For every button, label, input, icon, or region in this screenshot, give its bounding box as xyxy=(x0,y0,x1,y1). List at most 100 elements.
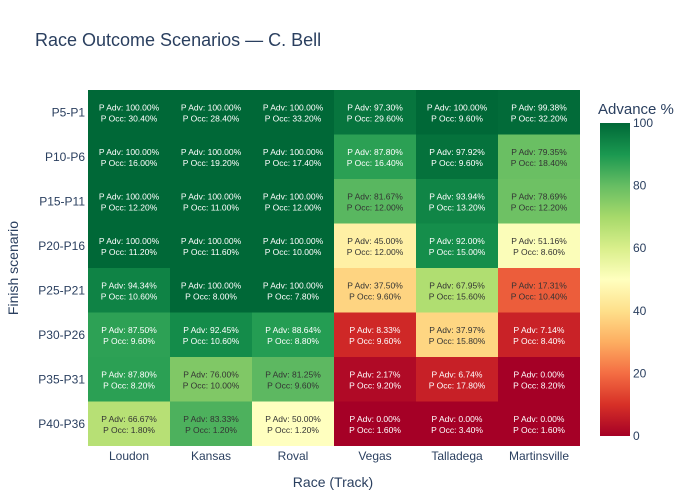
cell-advance-label: P Adv: 100.00% xyxy=(263,147,324,157)
heatmap-cell xyxy=(88,179,170,224)
x-tick-label: Vegas xyxy=(358,449,391,463)
heatmap-cell xyxy=(498,357,580,402)
cell-advance-label: P Adv: 79.35% xyxy=(511,147,567,157)
cell-occurrence-label: P Occ: 10.60% xyxy=(101,291,158,301)
heatmap-cell xyxy=(416,312,498,357)
heatmap-cell xyxy=(252,134,334,179)
cell-occurrence-label: P Occ: 3.40% xyxy=(431,425,483,435)
cell-occurrence-label: P Occ: 10.40% xyxy=(511,291,568,301)
x-tick-label: Kansas xyxy=(191,449,231,463)
cell-advance-label: P Adv: 88.64% xyxy=(265,325,321,335)
cell-occurrence-label: P Occ: 12.20% xyxy=(101,202,158,212)
x-tick-label: Loudon xyxy=(109,449,149,463)
heatmap-cell xyxy=(170,223,252,268)
cell-advance-label: P Adv: 93.94% xyxy=(429,191,485,201)
cell-occurrence-label: P Occ: 9.60% xyxy=(349,336,401,346)
cell-occurrence-label: P Occ: 11.60% xyxy=(183,247,239,257)
cell-advance-label: P Adv: 0.00% xyxy=(514,369,565,379)
heatmap-cell xyxy=(334,134,416,179)
colorbar-tick-label: 20 xyxy=(633,366,647,380)
heatmap-cell xyxy=(170,401,252,446)
cell-advance-label: P Adv: 66.67% xyxy=(101,414,157,424)
heatmap-cell xyxy=(88,90,170,135)
cell-occurrence-label: P Occ: 8.20% xyxy=(103,380,155,390)
cell-occurrence-label: P Occ: 1.80% xyxy=(103,425,155,435)
heatmap-cell xyxy=(498,90,580,135)
cell-occurrence-label: P Occ: 33.20% xyxy=(265,113,322,123)
y-tick-label: P15-P11 xyxy=(39,194,85,208)
cell-occurrence-label: P Occ: 11.20% xyxy=(101,247,157,257)
x-axis-title: Race (Track) xyxy=(293,474,373,490)
y-axis-title: Finish scenario xyxy=(5,221,21,315)
cell-advance-label: P Adv: 100.00% xyxy=(99,102,160,112)
cell-advance-label: P Adv: 100.00% xyxy=(181,191,242,201)
heatmap-cell xyxy=(498,223,580,268)
heatmap-cell xyxy=(88,401,170,446)
cell-occurrence-label: P Occ: 12.00% xyxy=(347,202,404,212)
cell-advance-label: P Adv: 8.33% xyxy=(350,325,401,335)
cell-occurrence-label: P Occ: 10.60% xyxy=(183,336,240,346)
cell-occurrence-label: P Occ: 28.40% xyxy=(183,113,240,123)
cell-advance-label: P Adv: 92.00% xyxy=(429,236,485,246)
heatmap-cells: P Adv: 100.00%P Occ: 30.40%P Adv: 100.00… xyxy=(88,90,580,446)
cell-advance-label: P Adv: 87.80% xyxy=(101,369,157,379)
heatmap-cell xyxy=(416,357,498,402)
cell-occurrence-label: P Occ: 8.20% xyxy=(513,380,565,390)
cell-occurrence-label: P Occ: 1.20% xyxy=(267,425,319,435)
cell-occurrence-label: P Occ: 30.40% xyxy=(101,113,158,123)
cell-occurrence-label: P Occ: 15.60% xyxy=(429,291,486,301)
cell-occurrence-label: P Occ: 9.60% xyxy=(349,291,401,301)
cell-advance-label: P Adv: 100.00% xyxy=(99,236,160,246)
cell-occurrence-label: P Occ: 29.60% xyxy=(347,113,404,123)
cell-occurrence-label: P Occ: 16.40% xyxy=(347,158,404,168)
colorbar-tick-label: 60 xyxy=(633,241,647,255)
cell-advance-label: P Adv: 94.34% xyxy=(101,280,157,290)
cell-occurrence-label: P Occ: 12.20% xyxy=(511,202,568,212)
cell-occurrence-label: P Occ: 17.80% xyxy=(429,380,486,390)
heatmap-cell xyxy=(334,357,416,402)
cell-advance-label: P Adv: 51.16% xyxy=(511,236,567,246)
cell-occurrence-label: P Occ: 15.00% xyxy=(429,247,486,257)
cell-occurrence-label: P Occ: 32.20% xyxy=(511,113,568,123)
cell-occurrence-label: P Occ: 19.20% xyxy=(183,158,240,168)
cell-advance-label: P Adv: 100.00% xyxy=(181,147,242,157)
heatmap-cell xyxy=(88,223,170,268)
heatmap-cell xyxy=(252,90,334,135)
cell-advance-label: P Adv: 17.31% xyxy=(511,280,567,290)
heatmap-cell xyxy=(252,357,334,402)
heatmap-cell xyxy=(88,312,170,357)
heatmap-cell xyxy=(334,90,416,135)
cell-advance-label: P Adv: 87.80% xyxy=(347,147,403,157)
heatmap-cell xyxy=(252,179,334,224)
heatmap-cell xyxy=(252,223,334,268)
cell-advance-label: P Adv: 76.00% xyxy=(183,369,239,379)
colorbar-tick-label: 40 xyxy=(633,304,647,318)
cell-occurrence-label: P Occ: 1.60% xyxy=(349,425,401,435)
colorbar-tick-label: 80 xyxy=(633,179,647,193)
cell-advance-label: P Adv: 6.74% xyxy=(432,369,483,379)
cell-occurrence-label: P Occ: 9.20% xyxy=(349,380,401,390)
heatmap-cell xyxy=(416,401,498,446)
heatmap-cell xyxy=(416,268,498,313)
cell-advance-label: P Adv: 100.00% xyxy=(99,147,160,157)
heatmap-cell xyxy=(88,134,170,179)
colorbar xyxy=(600,123,630,436)
cell-advance-label: P Adv: 0.00% xyxy=(514,414,565,424)
cell-advance-label: P Adv: 100.00% xyxy=(181,102,242,112)
cell-advance-label: P Adv: 100.00% xyxy=(263,102,324,112)
cell-occurrence-label: P Occ: 9.60% xyxy=(103,336,155,346)
heatmap-cell xyxy=(416,134,498,179)
heatmap-cell xyxy=(498,179,580,224)
cell-occurrence-label: P Occ: 9.60% xyxy=(267,380,319,390)
cell-occurrence-label: P Occ: 15.80% xyxy=(429,336,486,346)
heatmap-cell xyxy=(88,357,170,402)
y-tick-label: P20-P16 xyxy=(38,239,85,253)
cell-occurrence-label: P Occ: 8.60% xyxy=(513,247,565,257)
cell-occurrence-label: P Occ: 1.20% xyxy=(185,425,237,435)
heatmap-cell xyxy=(170,268,252,313)
y-tick-labels: P5-P1 P10-P6 P15-P11 P20-P16 P25-P21 P30-P26 P… xyxy=(38,105,85,431)
cell-advance-label: P Adv: 100.00% xyxy=(427,102,488,112)
cell-occurrence-label: P Occ: 12.00% xyxy=(347,247,404,257)
heatmap-cell xyxy=(498,401,580,446)
y-tick-label: P25-P21 xyxy=(38,283,85,297)
